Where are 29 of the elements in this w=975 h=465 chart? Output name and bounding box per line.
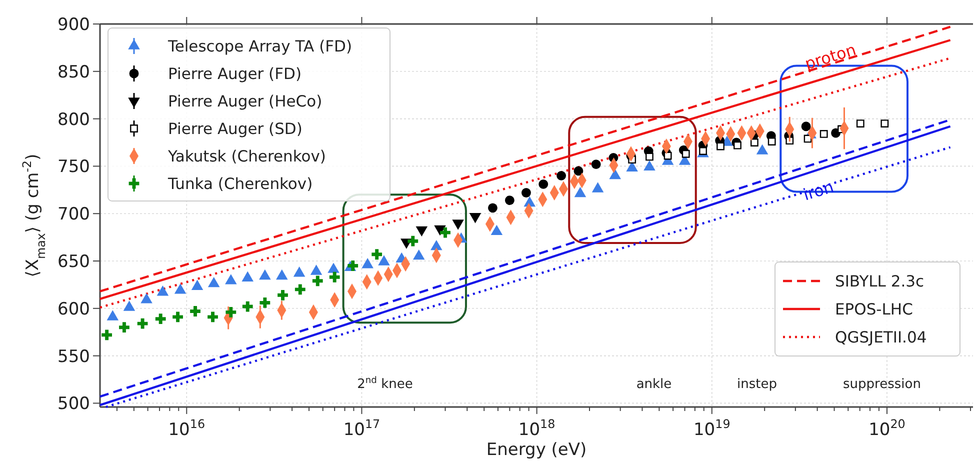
legend-label: EPOS-LHC [835,300,913,318]
x-tick-label: 10$^{16}$ [168,417,206,440]
annotation: ankle [636,377,672,392]
legend-label: SIBYLL 2.3c [835,272,924,290]
y-tick-label: 650 [58,252,90,272]
y-tick-label: 700 [58,204,90,225]
legend-label: Pierre Auger (FD) [168,64,302,83]
annotation: 2$^{nd}$ knee [357,376,413,392]
y-tick-label: 500 [58,394,90,414]
legend-label: Pierre Auger (HeCo) [168,92,322,110]
y-tick-label: 800 [58,110,90,130]
legend-label: Tunka (Cherenkov) [167,174,313,193]
legend-label: Yakutsk (Cherenkov) [167,147,326,166]
x-tick-label: 10$^{18}$ [518,417,556,440]
legend-label: QGSJETII.04 [835,328,927,346]
x-tick-label: 10$^{19}$ [694,417,730,440]
annotation: instep [737,377,777,392]
y-tick-label: 900 [58,14,90,35]
x-tick-label: 10$^{20}$ [868,417,906,440]
annotation: proton [802,40,858,74]
x-axis-title: Energy (eV) [486,440,587,460]
legend-label: Pierre Auger (SD) [168,120,302,138]
legend-label: Telescope Array TA (FD) [167,37,352,56]
x-tick-label: 10$^{17}$ [343,417,380,440]
y-tick-label: 850 [58,62,90,82]
y-tick-label: 750 [58,157,90,178]
y-tick-label: 550 [58,346,90,367]
y-tick-label: 600 [58,299,90,320]
annotation: suppression [843,377,921,392]
